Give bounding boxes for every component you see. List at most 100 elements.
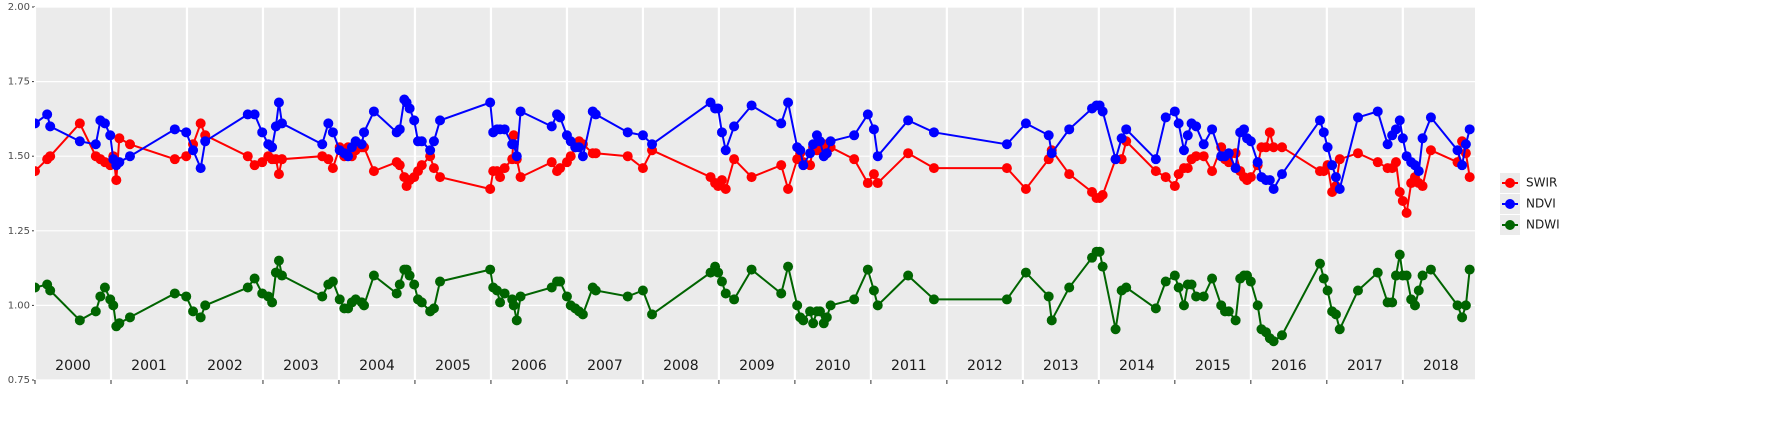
data-point: [776, 288, 787, 299]
data-point: [872, 178, 883, 189]
data-point: [327, 163, 338, 174]
data-point: [1110, 324, 1121, 335]
data-point: [394, 124, 405, 135]
data-point: [317, 291, 328, 302]
data-point: [499, 124, 510, 135]
data-point: [1043, 291, 1054, 302]
data-point: [1178, 300, 1189, 311]
data-point: [276, 270, 287, 281]
data-point: [359, 127, 370, 138]
data-point: [1276, 142, 1287, 153]
data-point: [647, 309, 658, 320]
data-point: [1046, 315, 1057, 326]
legend-label: NDVI: [1526, 197, 1556, 211]
data-point: [1178, 145, 1189, 156]
data-point: [622, 151, 633, 162]
data-point: [1238, 124, 1249, 135]
data-point: [495, 172, 506, 183]
data-point: [805, 148, 816, 159]
data-point: [1182, 130, 1193, 141]
legend-point: [1505, 220, 1515, 230]
data-point: [1372, 267, 1383, 278]
data-point: [409, 115, 420, 126]
data-point: [903, 270, 914, 281]
data-point: [783, 97, 794, 108]
data-point: [647, 139, 658, 150]
data-point: [188, 145, 199, 156]
data-point: [1223, 148, 1234, 159]
data-point: [1207, 273, 1218, 284]
data-point: [1169, 106, 1180, 117]
data-point: [1173, 282, 1184, 293]
data-point: [1046, 148, 1057, 159]
data-point: [1261, 142, 1272, 153]
plot-panel: [35, 7, 1475, 380]
data-point: [1334, 184, 1345, 195]
legend-point: [1505, 199, 1515, 209]
data-point: [1327, 160, 1338, 171]
data-point: [249, 273, 260, 284]
data-point: [783, 261, 794, 272]
data-point: [74, 315, 85, 326]
data-point: [716, 127, 727, 138]
data-point: [359, 300, 370, 311]
data-point: [1314, 115, 1325, 126]
data-point: [1387, 297, 1398, 308]
year-label: 2010: [815, 358, 851, 374]
data-point: [267, 297, 278, 308]
data-point: [1001, 163, 1012, 174]
data-point: [1097, 261, 1108, 272]
data-point: [637, 130, 648, 141]
data-point: [416, 136, 427, 147]
data-point: [1230, 163, 1241, 174]
data-point: [1160, 276, 1171, 287]
data-point: [713, 103, 724, 114]
data-point: [776, 160, 787, 171]
data-point: [1186, 279, 1197, 290]
year-label: 2014: [1119, 358, 1155, 374]
data-point: [805, 160, 816, 171]
data-point: [1394, 115, 1405, 126]
data-point: [637, 285, 648, 296]
data-point: [746, 264, 757, 275]
data-point: [1352, 112, 1363, 123]
data-point: [720, 184, 731, 195]
data-point: [508, 139, 519, 150]
year-label: 2005: [435, 358, 471, 374]
year-label: 2003: [283, 358, 319, 374]
data-point: [1390, 270, 1401, 281]
data-point: [1276, 330, 1287, 341]
data-point: [242, 282, 253, 293]
data-point: [716, 276, 727, 287]
data-point: [1173, 118, 1184, 129]
data-point: [868, 169, 879, 180]
data-point: [1382, 139, 1393, 150]
data-point: [425, 145, 436, 156]
data-point: [574, 142, 585, 153]
data-point: [622, 127, 633, 138]
data-point: [428, 303, 439, 314]
data-point: [1191, 291, 1202, 302]
data-point: [181, 291, 192, 302]
data-point: [1160, 112, 1171, 123]
data-point: [1198, 151, 1209, 162]
data-point: [257, 127, 268, 138]
data-point: [862, 109, 873, 120]
data-point: [729, 294, 740, 305]
data-point: [1223, 306, 1234, 317]
data-point: [1318, 273, 1329, 284]
data-point: [200, 300, 211, 311]
data-point: [35, 118, 40, 129]
data-point: [590, 148, 601, 159]
data-point: [249, 160, 260, 171]
data-point: [1334, 324, 1345, 335]
data-point: [273, 255, 284, 266]
data-point: [515, 106, 526, 117]
data-point: [1460, 300, 1471, 311]
data-point: [1245, 172, 1256, 183]
data-point: [1001, 139, 1012, 150]
data-point: [1452, 300, 1463, 311]
data-point: [90, 139, 101, 150]
data-point: [1121, 282, 1132, 293]
data-point: [872, 151, 883, 162]
